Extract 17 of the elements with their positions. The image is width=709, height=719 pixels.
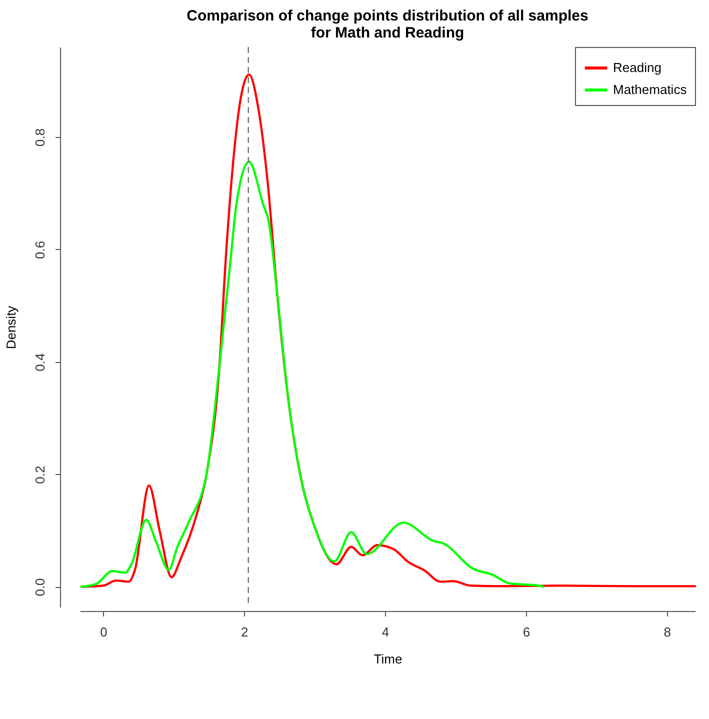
- x-tick-label: 4: [382, 624, 390, 640]
- x-tick-label: 6: [522, 624, 530, 640]
- x-tick-label: 0: [100, 624, 108, 640]
- y-tick-label: 0.2: [32, 466, 48, 484]
- x-axis-title: Time: [374, 652, 402, 666]
- line-series: [80, 160, 545, 588]
- y-tick-label: 0.4: [32, 353, 48, 372]
- y-tick-label: 0.8: [32, 128, 48, 146]
- legend-label: Reading: [613, 60, 662, 75]
- x-tick-label: 2: [241, 624, 248, 640]
- legend-label: Mathematics: [613, 82, 688, 97]
- chart-title: Comparison of change points distribution of all samples for Math and Reading: [186, 7, 588, 42]
- y-tick-label: 0.0: [32, 578, 48, 596]
- y-tick-label: 0.6: [32, 240, 48, 259]
- y-axis-title: Density: [4, 305, 18, 350]
- line-series: [80, 73, 696, 588]
- x-tick-label: 8: [664, 624, 671, 640]
